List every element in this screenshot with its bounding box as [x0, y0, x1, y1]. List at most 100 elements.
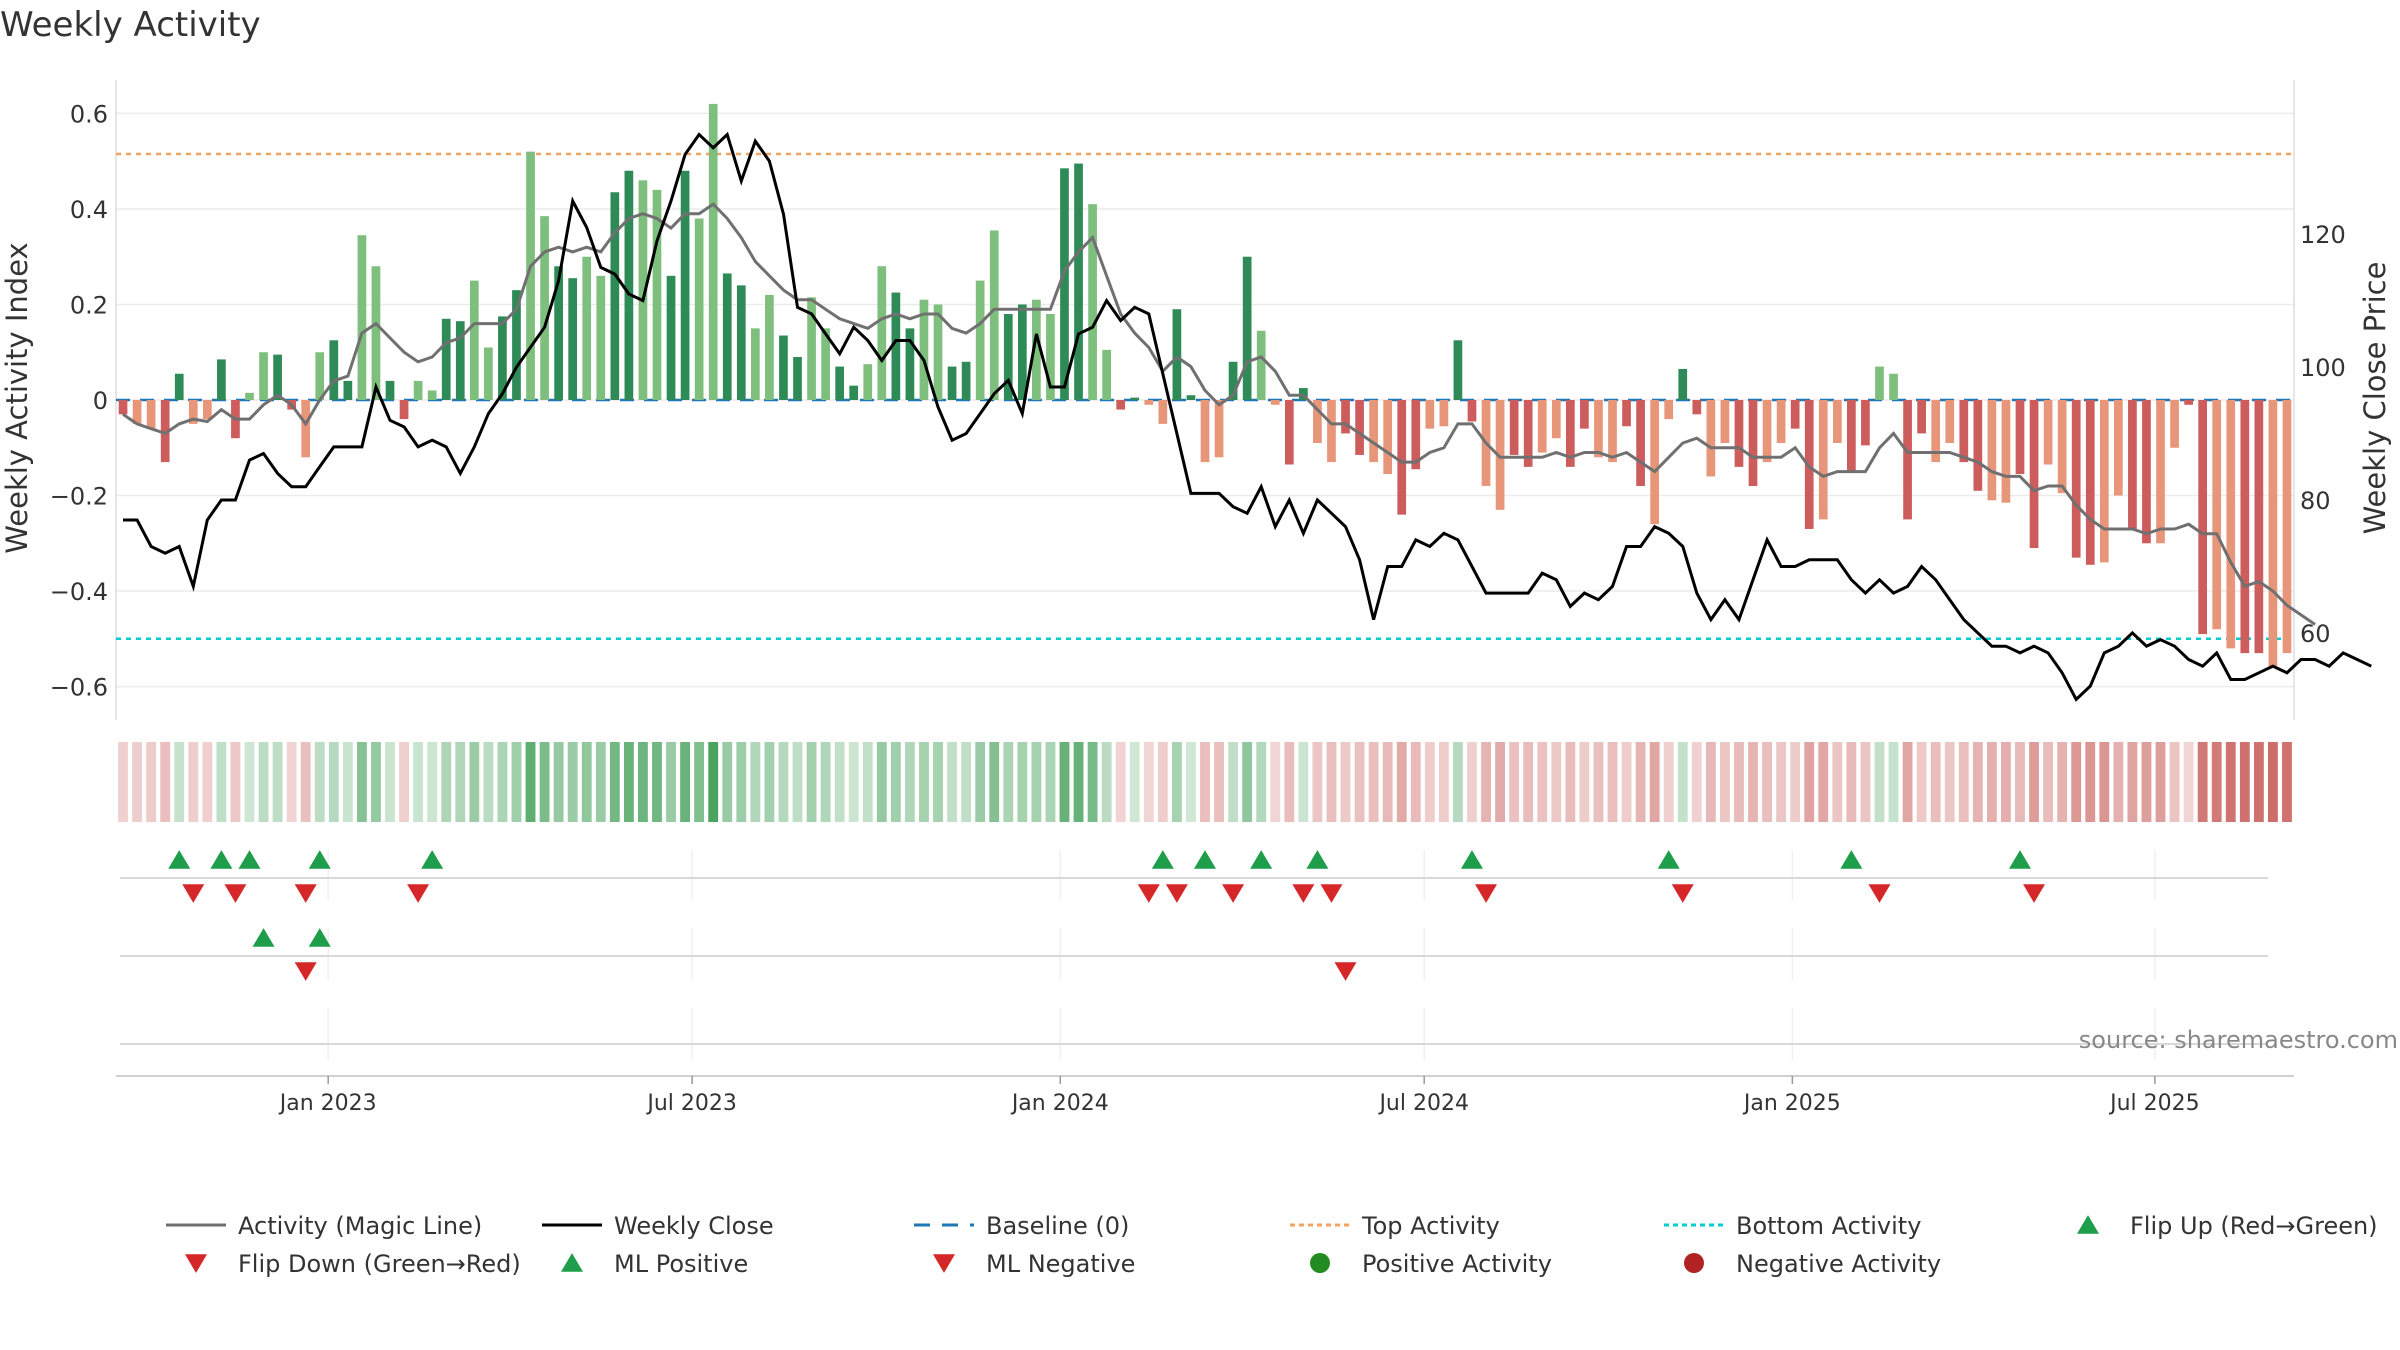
- heat-strip-cell: [1593, 742, 1604, 822]
- activity-bar: [2170, 400, 2179, 448]
- heat-strip-cell: [1115, 742, 1126, 822]
- activity-bar: [961, 361, 971, 400]
- legend-label: Weekly Close: [614, 1212, 774, 1240]
- y-right-tick-label: 60: [2300, 620, 2331, 648]
- heat-strip-cell: [652, 742, 662, 822]
- heat-strip-cell: [1354, 742, 1365, 822]
- heat-strip-cell: [118, 742, 128, 822]
- heat-strip-cell: [1607, 742, 1618, 822]
- activity-bar: [413, 380, 423, 400]
- legend-label: Top Activity: [1361, 1212, 1500, 1240]
- y-left-tick-label: 0: [93, 387, 108, 415]
- activity-bar: [2156, 400, 2165, 544]
- y-right-tick-label: 100: [2300, 354, 2346, 382]
- heat-strip-cell: [328, 742, 339, 822]
- activity-bar: [357, 235, 367, 400]
- heat-strip-cell: [1832, 742, 1843, 822]
- heat-strip-cell: [694, 742, 705, 822]
- heat-strip-cell: [1958, 742, 1969, 822]
- negative-activity-swatch: [1684, 1253, 1704, 1273]
- activity-bar: [2282, 400, 2292, 654]
- heat-strip-cell: [1171, 742, 1182, 822]
- heat-strip-cell: [2141, 742, 2152, 822]
- y-left-tick-label: −0.6: [50, 674, 108, 702]
- activity-bar: [2142, 400, 2151, 544]
- heat-strip-cell: [427, 742, 438, 822]
- activity-bar: [1776, 400, 1786, 443]
- activity-bar: [975, 280, 985, 400]
- heat-strip-cell: [1579, 742, 1590, 822]
- activity-bar: [1116, 400, 1126, 410]
- activity-bar: [385, 380, 395, 400]
- heat-strip-cell: [1972, 742, 1983, 822]
- x-tick-label: Jul 2025: [2108, 1091, 2200, 1116]
- heat-strip-cell: [1340, 742, 1351, 822]
- activity-bar: [1270, 400, 1280, 405]
- heat-strip-cell: [1986, 742, 1997, 822]
- heat-strip-cell: [455, 742, 466, 822]
- heat-strip-cell: [609, 742, 620, 822]
- activity-bar: [1580, 400, 1589, 429]
- activity-bar: [624, 170, 634, 400]
- heat-strip-cell: [764, 742, 775, 822]
- activity-bar: [343, 380, 353, 400]
- heat-strip-cell: [1101, 742, 1112, 822]
- activity-bar: [596, 275, 606, 400]
- activity-bar: [933, 304, 943, 400]
- heat-strip-cell: [848, 742, 859, 822]
- heat-strip-cell: [1762, 742, 1772, 822]
- heat-strip-cell: [1312, 742, 1323, 822]
- heat-strip-cell: [1382, 742, 1393, 822]
- flip-down-marker: [1137, 884, 1160, 903]
- activity-bar: [1790, 400, 1800, 429]
- heat-strip-cell: [2211, 742, 2222, 822]
- activity-bar: [1439, 400, 1449, 427]
- activity-bar: [610, 192, 620, 400]
- heat-strip-cell: [1059, 742, 1070, 822]
- heat-strip-cell: [933, 742, 943, 822]
- heat-strip-cell: [1481, 742, 1491, 822]
- heat-strip-cell: [1242, 742, 1253, 822]
- heat-strip-cell: [2239, 742, 2250, 822]
- activity-bar: [638, 180, 648, 400]
- heat-strip-cell: [174, 742, 185, 822]
- flip-up-marker: [1657, 850, 1680, 869]
- heat-strip-cell: [1368, 742, 1379, 822]
- heat-strip-cell: [638, 742, 648, 822]
- heat-strip-cell: [750, 742, 761, 822]
- activity-bar: [1959, 400, 1969, 463]
- activity-bar: [1720, 400, 1730, 443]
- heat-strip-cell: [2001, 742, 2011, 822]
- activity-bar: [1875, 366, 1884, 400]
- heat-strip-cell: [230, 742, 241, 822]
- activity-bar: [694, 218, 704, 400]
- activity-bar: [202, 400, 212, 420]
- activity-bar: [1200, 400, 1210, 463]
- heat-strip-cell: [2099, 742, 2110, 822]
- flip-up-marker: [238, 850, 261, 869]
- x-tick-label: Jan 2023: [278, 1091, 377, 1116]
- activity-bar: [1088, 204, 1097, 400]
- heat-strip-cell: [1874, 742, 1885, 822]
- activity-bar: [582, 256, 592, 400]
- y-left-tick-label: 0.6: [70, 100, 108, 128]
- activity-bar: [146, 400, 156, 429]
- heat-strip-cell: [1734, 742, 1744, 822]
- activity-bar: [1369, 400, 1378, 463]
- heat-strip-cell: [1846, 742, 1857, 822]
- positive-activity-swatch: [1310, 1253, 1330, 1273]
- activity-bar: [736, 285, 746, 400]
- ml-negative-marker: [1334, 962, 1357, 981]
- flip-down-marker: [1222, 884, 1245, 903]
- activity-bar: [1313, 400, 1322, 443]
- activity-bar: [160, 400, 170, 463]
- flip-up-marker: [1151, 850, 1174, 869]
- activity-bar: [2071, 400, 2081, 558]
- activity-bar: [666, 275, 676, 400]
- activity-bar: [1074, 163, 1083, 400]
- activity-bar: [1186, 395, 1196, 400]
- activity-bar: [2268, 400, 2278, 668]
- activity-bar: [863, 364, 873, 400]
- heat-strip-cell: [708, 742, 719, 822]
- heat-strip-cell: [2029, 742, 2039, 822]
